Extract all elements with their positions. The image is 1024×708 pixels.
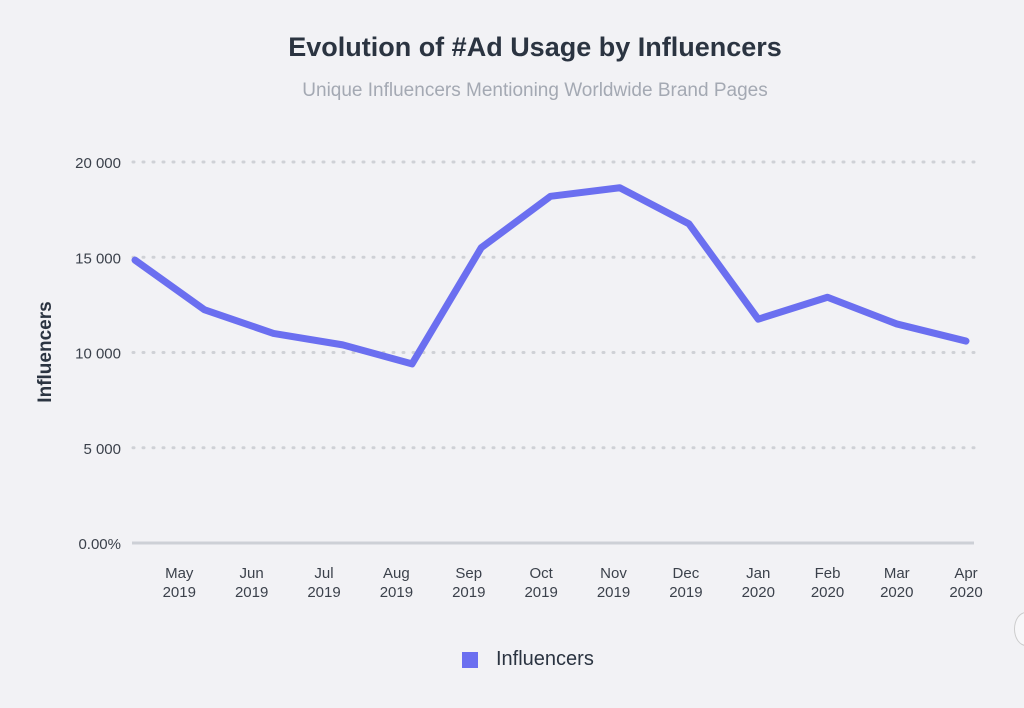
data-point (134, 259, 136, 261)
x-tick-month: Aug (383, 565, 410, 582)
legend-label: Influencers (496, 648, 594, 670)
data-point (827, 296, 828, 298)
x-tick-year: 2019 (307, 584, 340, 601)
y-tick-label: 10 000 (75, 346, 121, 363)
series-line-influencers (131, 184, 970, 368)
x-tick-year: 2019 (163, 584, 196, 601)
data-point (480, 247, 482, 249)
data-point (342, 344, 344, 346)
x-tick-year: 2019 (597, 584, 630, 601)
x-tick-month: Mar (884, 565, 910, 582)
data-point (965, 340, 967, 342)
x-tick-month: Jun (240, 565, 264, 582)
x-tick-month: Oct (529, 565, 553, 582)
x-tick-year: 2019 (524, 584, 557, 601)
data-point (688, 223, 690, 225)
x-tick-year: 2020 (949, 584, 982, 601)
x-tick-year: 2020 (880, 584, 913, 601)
x-tick-month: Feb (815, 565, 841, 582)
x-tick-year: 2019 (669, 584, 702, 601)
data-point (757, 318, 759, 320)
x-tick-year: 2020 (811, 584, 844, 601)
x-tick-month: Nov (600, 565, 627, 582)
y-tick-label: 15 000 (75, 250, 121, 267)
data-point (619, 187, 621, 189)
x-tick-month: Dec (673, 565, 700, 582)
y-axis-label: Influencers (35, 301, 56, 402)
legend[interactable]: Influencers (462, 648, 594, 671)
chart-title: Evolution of #Ad Usage by Influencers (288, 32, 782, 62)
x-tick-month: Jan (746, 565, 770, 582)
data-point (273, 332, 274, 334)
x-tick-month: May (165, 565, 194, 582)
x-tick-year: 2019 (380, 584, 413, 601)
x-tick-month: Sep (455, 565, 482, 582)
x-tick-year: 2020 (742, 584, 775, 601)
data-point (550, 195, 551, 197)
legend-swatch (462, 651, 478, 668)
y-tick-label: 0.00% (78, 536, 121, 553)
data-point (411, 363, 413, 365)
x-tick-year: 2019 (452, 584, 485, 601)
y-tick-label: 20 000 (75, 155, 121, 172)
chart-subtitle: Unique Influencers Mentioning Worldwide … (302, 80, 768, 101)
y-tick-label: 5 000 (83, 441, 121, 458)
data-point (203, 309, 205, 311)
x-tick-month: Jul (314, 565, 333, 582)
data-point (896, 323, 898, 325)
x-tick-year: 2019 (235, 584, 268, 601)
x-tick-month: Apr (954, 565, 977, 582)
